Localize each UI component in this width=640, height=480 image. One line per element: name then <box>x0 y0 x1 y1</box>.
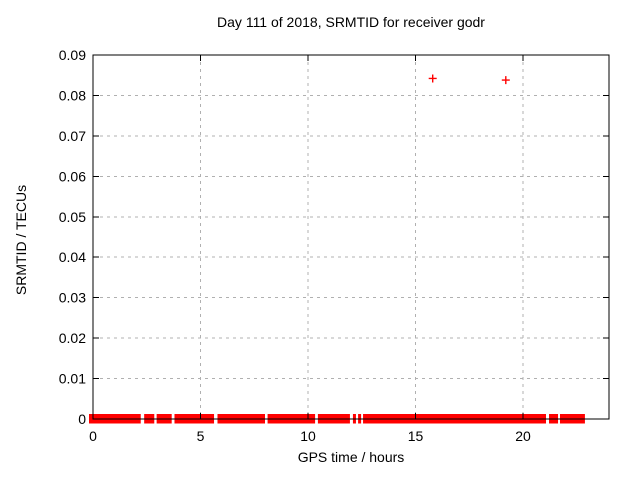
chart-title: Day 111 of 2018, SRMTID for receiver god… <box>217 14 485 30</box>
y-tick-label: 0.09 <box>59 47 86 63</box>
y-tick-label: 0.03 <box>59 290 86 306</box>
y-tick-label: 0.05 <box>59 209 86 225</box>
x-tick-label: 0 <box>89 428 97 444</box>
x-tick-label: 20 <box>515 428 531 444</box>
y-tick-label: 0 <box>78 411 86 427</box>
x-tick-label: 5 <box>197 428 205 444</box>
y-tick-label: 0.04 <box>59 249 86 265</box>
y-tick-label: 0.01 <box>59 371 86 387</box>
y-tick-label: 0.02 <box>59 330 86 346</box>
x-axis-label: GPS time / hours <box>297 449 405 465</box>
y-tick-label: 0.06 <box>59 168 86 184</box>
y-tick-label: 0.08 <box>59 87 86 103</box>
y-tick-label: 0.07 <box>59 128 86 144</box>
x-tick-label: 15 <box>408 428 424 444</box>
data-point-marker <box>428 74 437 83</box>
data-point-marker <box>501 76 510 85</box>
plot-border <box>92 54 610 420</box>
x-tick-label: 10 <box>300 428 316 444</box>
